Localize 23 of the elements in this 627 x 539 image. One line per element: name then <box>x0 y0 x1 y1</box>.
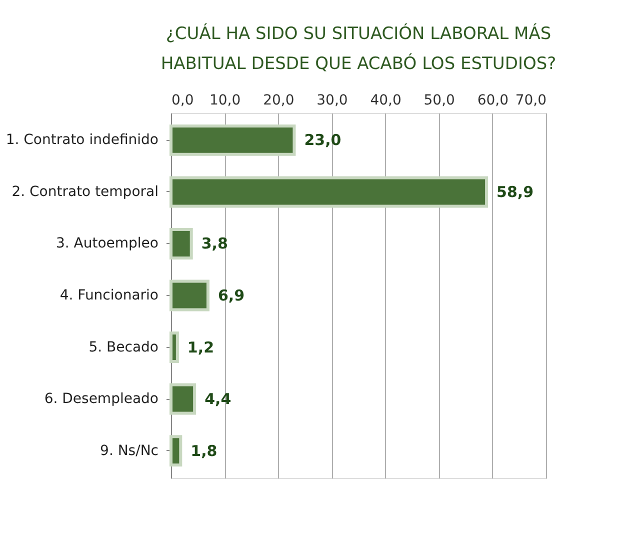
x-tick-label: 20,0 <box>263 92 294 108</box>
y-tick-label: 1. Contrato indefinido <box>6 132 158 148</box>
x-tick-label: 10,0 <box>209 92 241 108</box>
x-tick-label: 60,0 <box>477 92 509 108</box>
y-tick-label: 5. Becado <box>88 339 158 356</box>
y-tick-label: 4. Funcionario <box>60 288 158 304</box>
y-tick-label: 3. Autoempleo <box>56 236 158 252</box>
data-label: 23,0 <box>304 131 342 150</box>
x-tick-label: 70,0 <box>515 92 546 108</box>
data-label: 3,8 <box>201 234 228 253</box>
y-tick-label: 2. Contrato temporal <box>12 184 158 200</box>
y-tick-label: 6. Desempleado <box>44 391 158 408</box>
data-label: 1,8 <box>190 442 218 460</box>
x-tick-label: 30,0 <box>316 92 348 108</box>
data-label: 58,9 <box>496 182 534 201</box>
data-label: 1,2 <box>187 338 214 356</box>
x-tick-label: 0,0 <box>172 92 194 108</box>
data-label: 4,4 <box>204 390 232 408</box>
chart-title: ¿CUÁL HA SIDO SU SITUACIÓN LABORAL MÁS HABITUAL DESDE QUE ACABÓ LOS ESTUDIOS? <box>160 23 556 74</box>
x-tick-label: 50,0 <box>424 92 455 108</box>
x-tick-label: 40,0 <box>370 92 402 108</box>
data-label: 6,9 <box>218 286 245 304</box>
y-tick-label: 9. Ns/Nc <box>100 442 158 459</box>
